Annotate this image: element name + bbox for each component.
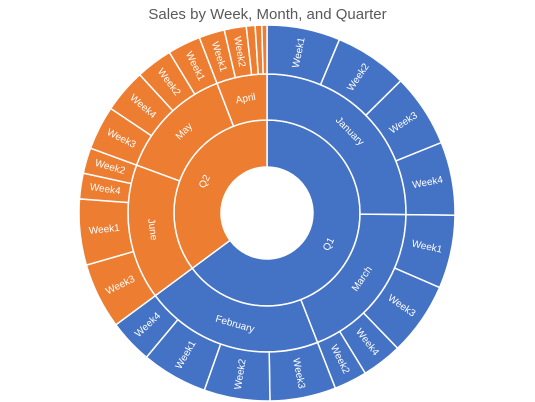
label-q1-february-week2: Week2 [233,358,249,391]
segments-layer [78,24,456,402]
segment-q2-april-unlabeled[interactable] [261,24,268,75]
label-q2-june-week1: Week1 [88,223,120,237]
label-q2-june: June [145,218,159,241]
label-q2-june-week4: Week4 [89,182,122,197]
chart-title: Sales by Week, Month, and Quarter [148,6,387,23]
label-q2-april: April [235,92,257,106]
label-q2-april-week2: Week2 [231,36,247,69]
